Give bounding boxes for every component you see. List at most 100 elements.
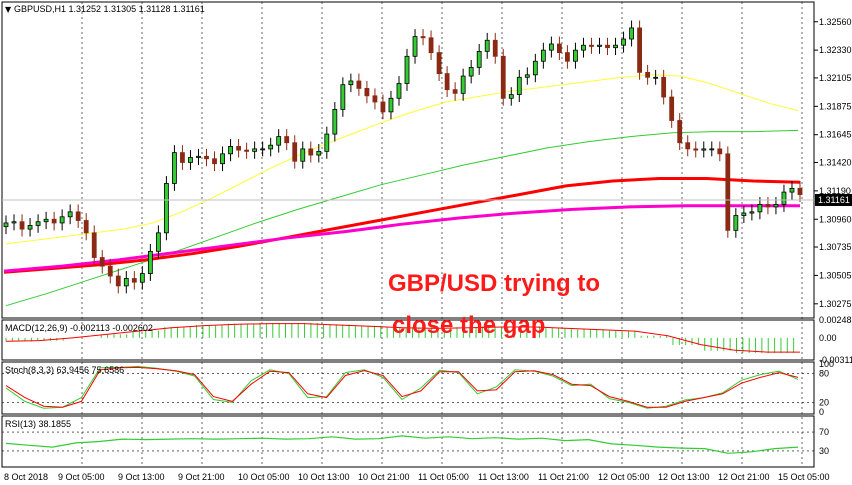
candle-body bbox=[99, 257, 105, 267]
candle-body bbox=[532, 60, 538, 76]
candle-body bbox=[147, 250, 153, 274]
candle-body bbox=[581, 44, 586, 51]
candle-body bbox=[19, 221, 25, 230]
candle-body bbox=[468, 67, 474, 77]
candle-body bbox=[123, 278, 129, 287]
rsi-panel bbox=[1, 415, 815, 468]
candle-body bbox=[436, 52, 442, 74]
candle-body bbox=[115, 275, 121, 287]
candle-body bbox=[452, 89, 458, 94]
x-tick-label: 11 Oct 21:00 bbox=[538, 472, 589, 482]
macd-y-label: 0.00 bbox=[819, 333, 837, 343]
y-tick-label: 1.31875 bbox=[819, 101, 852, 111]
candle-body bbox=[139, 273, 145, 283]
ma-magenta-line bbox=[3, 204, 800, 273]
stoch-y-label: 20 bbox=[819, 397, 829, 407]
y-tick-label: 1.31420 bbox=[819, 157, 852, 167]
candle-body bbox=[324, 133, 330, 152]
candle-body bbox=[500, 55, 506, 99]
ma-red-line bbox=[3, 177, 801, 274]
candle-body bbox=[565, 52, 570, 62]
macd-y-label: -0.003112 bbox=[819, 355, 852, 365]
macd-y-label: 0.002485 bbox=[819, 315, 852, 325]
candle-body bbox=[693, 148, 699, 151]
ma-yellow-line bbox=[5, 74, 799, 245]
candle-body bbox=[645, 71, 651, 78]
rsi-title: RSI(13) 38.1855 bbox=[5, 419, 71, 429]
y-tick-label: 1.30960 bbox=[819, 214, 852, 224]
y-tick-label: 1.32330 bbox=[819, 45, 852, 55]
candle-body bbox=[43, 218, 49, 223]
candle-body bbox=[380, 101, 386, 113]
candle-body bbox=[412, 36, 418, 57]
y-tick-label: 1.31190 bbox=[819, 186, 851, 196]
candle-body bbox=[524, 74, 530, 78]
candle-body bbox=[492, 39, 498, 57]
candle-body bbox=[765, 204, 771, 208]
candle-body bbox=[444, 73, 450, 91]
candle-body bbox=[276, 136, 282, 146]
candle-body bbox=[268, 144, 274, 150]
current-price-label: 1.31161 bbox=[818, 195, 850, 205]
candle-body bbox=[460, 75, 466, 94]
annotation-line-1: GBP/USD trying to bbox=[388, 270, 600, 297]
candle-body bbox=[556, 43, 562, 54]
candle-body bbox=[637, 27, 642, 73]
candle-body bbox=[212, 158, 217, 165]
candle-body bbox=[59, 216, 65, 224]
candle-body bbox=[364, 88, 370, 97]
macd-title: MACD(12,26,9) -0.002113 -0.002602 bbox=[5, 323, 153, 333]
candlestick-series bbox=[3, 20, 803, 294]
candle-body bbox=[340, 84, 346, 110]
candle-body bbox=[356, 80, 362, 89]
candle-body bbox=[332, 108, 338, 135]
candle-body bbox=[717, 148, 723, 155]
macd-signal-line bbox=[5, 323, 800, 353]
candle-body bbox=[516, 76, 522, 95]
stoch-panel bbox=[1, 361, 815, 415]
candle-body bbox=[83, 220, 89, 234]
candle-body bbox=[131, 278, 137, 283]
candle-body bbox=[252, 148, 258, 152]
chart-title: GBPUSD,H1 1.31252 1.31305 1.31128 1.3116… bbox=[14, 4, 205, 14]
candle-body bbox=[741, 212, 747, 216]
price-panel bbox=[1, 1, 815, 319]
x-tick-label: 12 Oct 13:00 bbox=[658, 472, 710, 482]
chart-title-icon: ▼ bbox=[5, 5, 12, 14]
candle-body bbox=[484, 39, 490, 52]
candle-body bbox=[292, 142, 298, 162]
candle-body bbox=[348, 80, 354, 86]
candle-body bbox=[789, 187, 795, 193]
candle-body bbox=[548, 43, 554, 51]
stoch-main-line bbox=[5, 365, 799, 409]
candle-body bbox=[589, 44, 594, 47]
x-tick-label: 8 Oct 2018 bbox=[4, 472, 48, 482]
y-tick-label: 1.31645 bbox=[819, 130, 852, 140]
candle-body bbox=[220, 153, 225, 165]
candle-body bbox=[404, 55, 410, 84]
rsi-y-label: 30 bbox=[819, 446, 829, 456]
x-tick-label: 11 Oct 05:00 bbox=[418, 472, 469, 482]
y-tick-label: 1.30275 bbox=[819, 299, 852, 309]
candle-body bbox=[75, 211, 81, 221]
candle-body bbox=[155, 232, 161, 252]
candle-body bbox=[733, 215, 739, 231]
candle-body bbox=[67, 211, 73, 218]
candle-body bbox=[773, 204, 779, 208]
x-tick-label: 9 Oct 05:00 bbox=[58, 472, 105, 482]
candle-body bbox=[388, 97, 394, 113]
candle-body bbox=[797, 187, 803, 195]
candle-body bbox=[653, 76, 659, 79]
candle-body bbox=[476, 50, 482, 68]
stoch-y-label: 100 bbox=[819, 359, 834, 369]
candle-body bbox=[204, 155, 209, 160]
candle-body bbox=[725, 153, 731, 231]
x-tick-label: 10 Oct 21:00 bbox=[358, 472, 410, 482]
candle-body bbox=[613, 44, 618, 49]
candle-body bbox=[701, 148, 707, 151]
candle-body bbox=[420, 36, 426, 39]
candle-body bbox=[260, 148, 266, 151]
y-tick-label: 1.30735 bbox=[819, 242, 852, 252]
candle-body bbox=[284, 136, 290, 144]
stoch-rsi-levels bbox=[2, 373, 814, 452]
